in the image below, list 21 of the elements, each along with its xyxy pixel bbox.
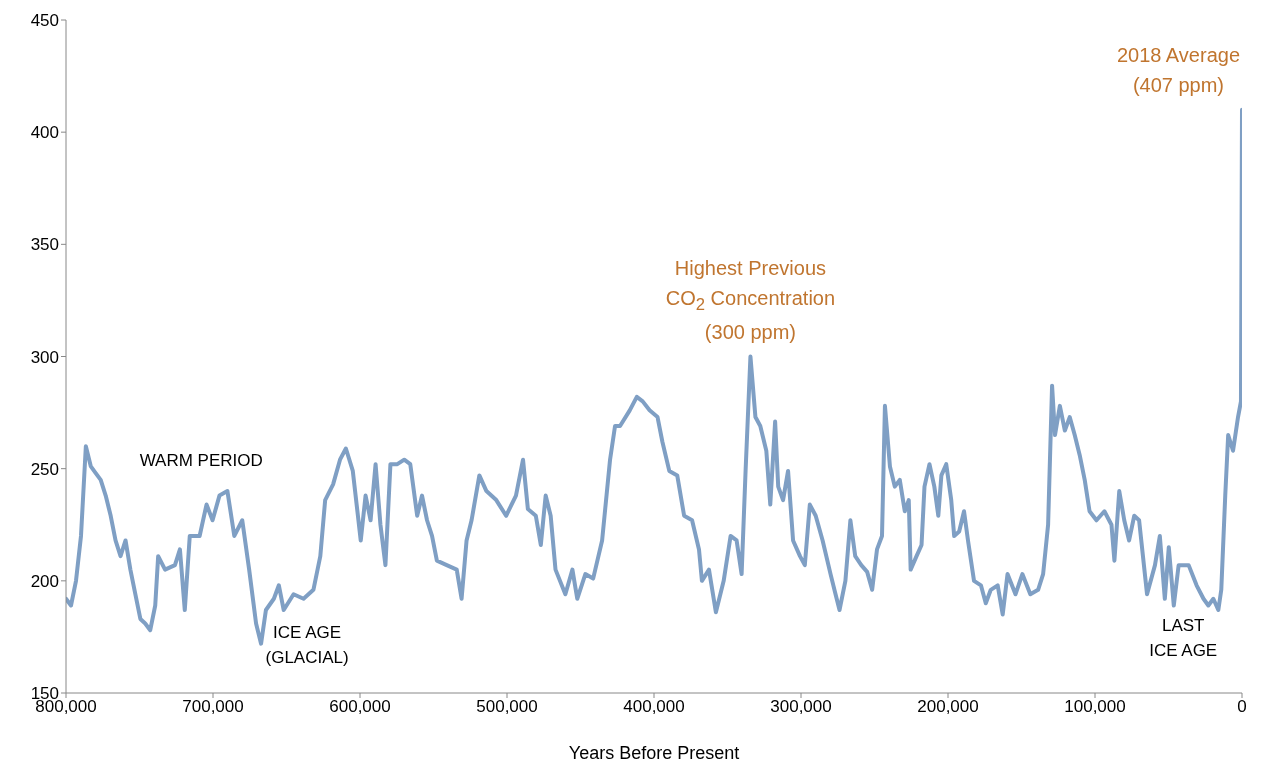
y-tick-label: 300	[30, 347, 59, 367]
x-tick-label: 200,000	[917, 697, 979, 717]
y-tick-label: 400	[30, 123, 59, 143]
x-tick-label: 0	[1237, 697, 1247, 717]
y-tick-label: 250	[30, 459, 59, 479]
annotation: LAST ICE AGE	[1149, 615, 1218, 663]
line-series	[66, 107, 1242, 646]
x-tick-label: 500,000	[476, 697, 538, 717]
x-tick-label: 400,000	[623, 697, 685, 717]
annotation: WARM PERIOD	[139, 449, 263, 472]
annotation: Highest Previous CO$_{2}$ Concentration (300 ppm)	[665, 255, 836, 345]
x-tick-label: 700,000	[182, 697, 244, 717]
x-tick-label: 100,000	[1064, 697, 1126, 717]
y-tick-label: 200	[30, 571, 59, 591]
x-axis-title: Years Before Present	[568, 743, 740, 763]
x-tick-label: 300,000	[770, 697, 832, 717]
annotation: 2018 Average (407 ppm)	[1116, 42, 1240, 98]
y-tick-label: 350	[30, 235, 59, 255]
x-tick-label: 600,000	[329, 697, 391, 717]
annotation: ICE AGE (GLACIAL)	[265, 622, 349, 669]
y-tick-label: 450	[30, 11, 59, 31]
